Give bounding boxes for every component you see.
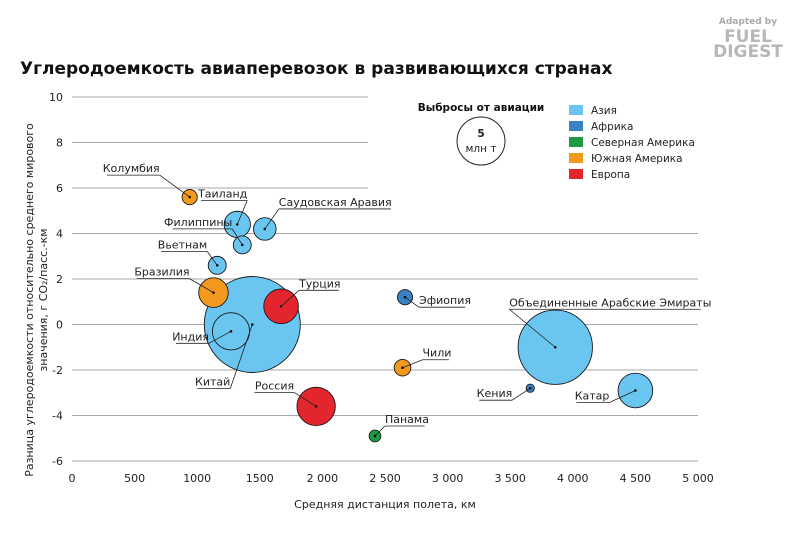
leader-таиланд (236, 200, 248, 225)
y-axis-label: Разница углеродоемкости относительно сре… (23, 123, 50, 477)
leader-филиппины (231, 228, 243, 246)
fuel-digest-logo: Adapted by FUEL DIGEST (713, 17, 783, 62)
leader-объединенные-арабские-эмираты (509, 308, 556, 348)
x-tick-label: 3 500 (494, 472, 526, 485)
size-legend-unit: млн т (466, 143, 497, 155)
legend-swatch-европа (569, 169, 583, 179)
x-axis-label: Средняя дистанция полета, км (294, 498, 476, 511)
x-tick-label: 3 000 (432, 472, 464, 485)
leader-китай (229, 324, 253, 389)
label-турция: Турция (298, 277, 340, 290)
x-ticks: 0 500 1000 1500 2 000 2 500 3 000 3 500 4 000 4 5… (69, 472, 714, 485)
size-legend: Выбросы от авиации 5 млн т (418, 102, 545, 166)
y-axis-label-line-2: значения, г CO₂/пасс.-км (37, 228, 50, 371)
label-кения: Кения (477, 387, 513, 400)
grid (72, 96, 698, 462)
y-tick-label: -6 (52, 455, 63, 468)
legend-swatch-южная-америка (569, 153, 583, 163)
x-tick-label: 2 000 (307, 472, 339, 485)
x-tick-label: 4 500 (620, 472, 652, 485)
label-объединенные-арабские-эмираты: Объединенные Арабские Эмираты (509, 296, 711, 309)
leader-вьетнам (206, 251, 218, 266)
label-эфиопия: Эфиопия (419, 294, 471, 307)
leader-саудовская-аравия (264, 208, 280, 230)
point-labels: Колумбия Таиланд Саудовская Аравия Филиппин… (103, 162, 712, 426)
chart-title: Углеродоемкость авиаперевозок в развиваю… (20, 59, 612, 79)
legend-swatch-азия (569, 105, 583, 115)
region-legend: Азия Африка Северная Америка Южная Америка Е… (569, 105, 695, 181)
label-бразилия: Бразилия (134, 266, 189, 279)
leader-эфиопия (404, 296, 420, 308)
logo-adapted-by: Adapted by (719, 17, 777, 27)
label-индия: Индия (172, 330, 209, 343)
y-tick-label: 4 (56, 228, 63, 241)
leader-кения (512, 387, 531, 401)
leader-турция (280, 290, 300, 307)
label-чили: Чили (423, 347, 452, 360)
legend-label-африка: Африка (591, 121, 633, 133)
y-tick-label: 0 (56, 319, 63, 332)
y-tick-label: 8 (56, 137, 63, 150)
leader-бразилия (189, 278, 214, 293)
label-филиппины: Филиппины (164, 216, 232, 229)
label-китай: Китай (195, 376, 230, 389)
legend-swatch-северная-америка (569, 137, 583, 147)
size-legend-title: Выбросы от авиации (418, 102, 545, 114)
leader-россия (293, 392, 317, 407)
label-панама: Панама (385, 413, 429, 426)
y-tick-label: 6 (56, 182, 63, 195)
leader-чили (402, 359, 423, 369)
label-таиланд: Таиланд (197, 187, 248, 200)
y-tick-label: 10 (49, 91, 63, 104)
label-катар: Катар (575, 389, 610, 402)
size-legend-circle (456, 116, 506, 166)
y-tick-label: 2 (56, 273, 63, 286)
label-россия: Россия (255, 379, 294, 392)
x-tick-label: 5 000 (682, 472, 714, 485)
x-tick-label: 2 500 (369, 472, 401, 485)
label-leaders (106, 174, 701, 437)
y-ticks: -6 -4 -2 0 2 4 6 8 10 (49, 91, 63, 468)
x-tick-label: 500 (124, 472, 145, 485)
leader-катар (609, 390, 636, 403)
y-tick-label: -2 (52, 364, 63, 377)
x-tick-label: 1500 (246, 472, 274, 485)
logo-digest: DIGEST (713, 42, 783, 62)
legend-swatch-африка (569, 121, 583, 131)
logo-fuel: FUEL (724, 27, 772, 47)
label-саудовская-аравия: Саудовская Аравия (279, 196, 392, 209)
x-tick-label: 1000 (183, 472, 211, 485)
leader-панама (374, 425, 386, 437)
x-tick-label: 0 (69, 472, 76, 485)
leader-колумбия (159, 174, 190, 198)
y-tick-label: -4 (52, 410, 63, 423)
leader-индия (208, 330, 232, 344)
legend-label-азия: Азия (591, 105, 617, 117)
legend-label-северная-америка: Северная Америка (591, 137, 695, 149)
label-колумбия: Колумбия (103, 162, 160, 175)
x-tick-label: 4 000 (557, 472, 589, 485)
label-вьетнам: Вьетнам (158, 238, 207, 251)
bubbles (181, 189, 654, 443)
y-axis-label-line-1: Разница углеродоемкости относительно сре… (23, 123, 36, 477)
legend-label-южная-америка: Южная Америка (591, 153, 683, 165)
legend-label-европа: Европа (591, 169, 630, 181)
size-legend-value: 5 (477, 128, 484, 140)
